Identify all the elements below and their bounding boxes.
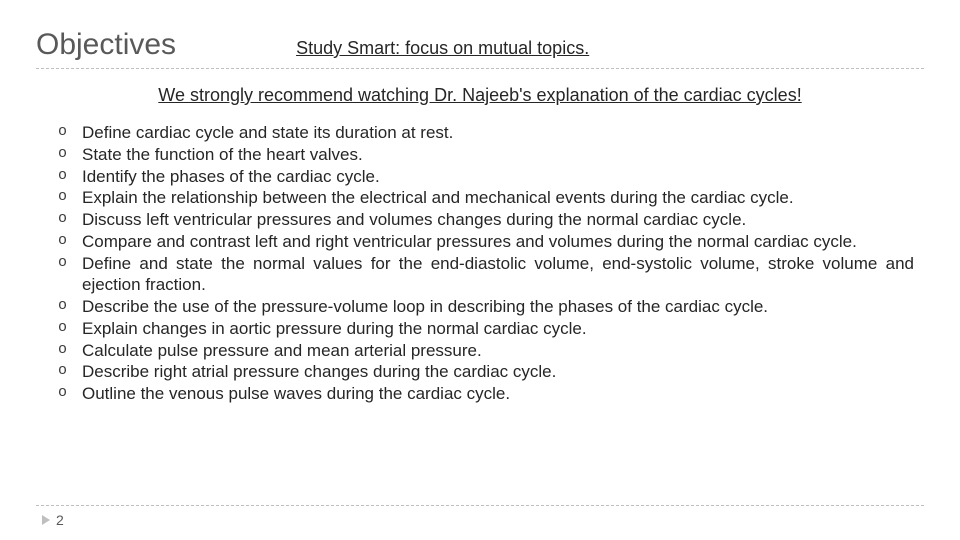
divider-bottom bbox=[36, 505, 924, 506]
list-item: Describe right atrial pressure changes d… bbox=[58, 361, 914, 383]
page-title: Objectives bbox=[36, 28, 176, 62]
triangle-icon bbox=[42, 515, 50, 525]
list-item: Define and state the normal values for t… bbox=[58, 253, 914, 297]
list-item: State the function of the heart valves. bbox=[58, 144, 914, 166]
list-item: Describe the use of the pressure-volume … bbox=[58, 296, 914, 318]
page-number: 2 bbox=[56, 512, 64, 528]
divider-top bbox=[36, 68, 924, 69]
list-item: Define cardiac cycle and state its durat… bbox=[58, 122, 914, 144]
list-item: Discuss left ventricular pressures and v… bbox=[58, 209, 914, 231]
header-row: Objectives Study Smart: focus on mutual … bbox=[36, 28, 924, 62]
page-marker: 2 bbox=[42, 512, 64, 528]
list-item: Outline the venous pulse waves during th… bbox=[58, 383, 914, 405]
objectives-list: Define cardiac cycle and state its durat… bbox=[36, 122, 924, 405]
recommendation-text: We strongly recommend watching Dr. Najee… bbox=[36, 85, 924, 106]
page-subtitle: Study Smart: focus on mutual topics. bbox=[296, 38, 589, 59]
slide-container: Objectives Study Smart: focus on mutual … bbox=[0, 0, 960, 540]
list-item: Explain the relationship between the ele… bbox=[58, 187, 914, 209]
list-item: Compare and contrast left and right vent… bbox=[58, 231, 914, 253]
list-item: Identify the phases of the cardiac cycle… bbox=[58, 166, 914, 188]
list-item: Explain changes in aortic pressure durin… bbox=[58, 318, 914, 340]
list-item: Calculate pulse pressure and mean arteri… bbox=[58, 340, 914, 362]
